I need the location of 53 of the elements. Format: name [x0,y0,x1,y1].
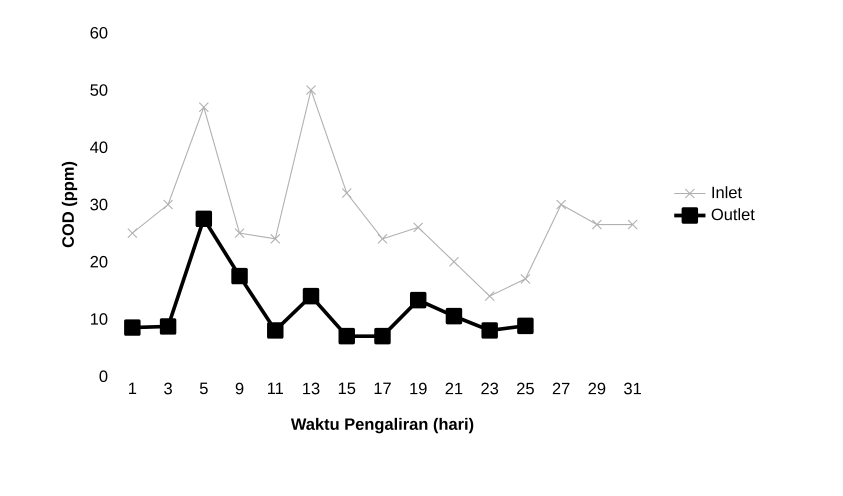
point [270,234,280,244]
point [628,220,638,230]
point [517,318,534,334]
y-tick-label: 20 [90,256,108,268]
x-axis-title: Waktu Pengaliran (hari) [290,418,474,434]
point [338,328,355,344]
y-axis-title: COD (ppm) [62,162,78,248]
point [306,84,316,96]
y-tick-label: 50 [90,84,108,96]
point [234,228,245,238]
point [374,328,391,344]
x-tick-label: 9 [236,382,244,394]
point [196,210,212,228]
y-tick-label: 10 [90,313,108,325]
y-tick-label: 60 [90,26,108,39]
y-tick-label: 30 [90,198,108,210]
point [342,188,352,198]
point [163,199,174,210]
y-tick-label: 40 [90,141,108,154]
x-tick-label: 5 [200,382,208,394]
x-tick-label: 3 [164,382,172,394]
point [302,288,320,304]
x-tick-label: 25 [517,382,534,394]
legend-label: Inlet [712,186,742,198]
point [127,228,138,238]
point [592,220,602,230]
point [231,268,248,284]
x-tick-label: 13 [303,382,320,394]
x-tick-label: 19 [410,382,427,394]
x-tick-label: 17 [374,382,391,394]
point [410,292,426,308]
x-tick-label: 21 [446,382,462,394]
point [556,199,566,210]
x-tick-label: 31 [624,382,641,394]
x-tick-label: 29 [588,382,606,394]
point [446,308,462,324]
point [520,274,530,284]
x-tick-label: 15 [338,382,356,394]
x-tick-label: 23 [481,382,498,394]
point [124,319,141,336]
y-tick-label: 0 [100,370,108,382]
x-tick-label: 11 [268,382,284,394]
point [267,322,284,339]
x-tick-label: 27 [552,382,570,394]
x-tick-label: 1 [129,382,136,394]
point [481,322,498,339]
point [160,318,176,335]
point [413,222,424,233]
point [448,256,460,267]
point [484,291,495,302]
legend-label: Outlet [712,208,755,220]
point [377,234,388,244]
point [198,102,209,112]
